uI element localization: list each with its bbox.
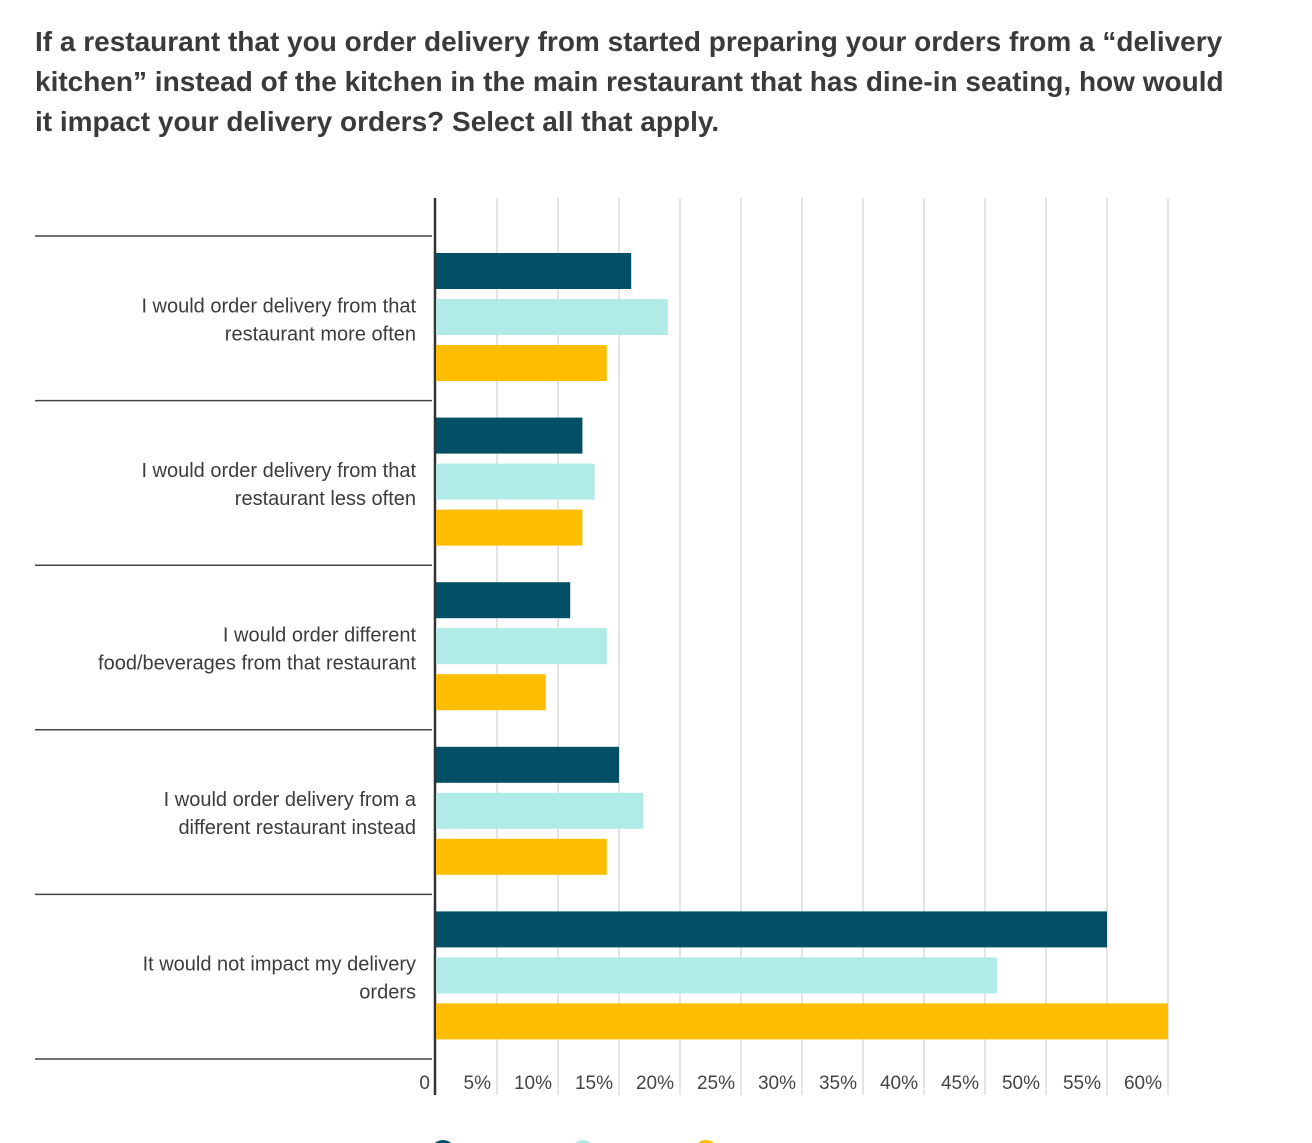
category-label: I would order different food/beverages fr… (98, 625, 416, 675)
bar (436, 838, 607, 875)
x-tick-label: 15% (575, 1073, 613, 1094)
x-tick-label: 0 (419, 1073, 430, 1094)
bar (436, 1003, 1168, 1040)
legend-marker (575, 1140, 591, 1143)
bar (436, 299, 668, 335)
legend-marker (435, 1140, 451, 1143)
x-tick-label: 35% (819, 1073, 857, 1094)
bar (436, 628, 607, 665)
bar (436, 345, 607, 381)
chart-title: If a restaurant that you order delivery … (35, 26, 1224, 137)
x-tick-label: 25% (697, 1073, 735, 1094)
bar (436, 509, 583, 546)
category-label: I would order delivery from a different r… (164, 789, 417, 839)
x-tick-label: 10% (514, 1073, 552, 1094)
x-tick-label: 40% (880, 1073, 918, 1094)
x-tick-label: 45% (941, 1073, 979, 1094)
bar (436, 746, 619, 783)
x-tick-label: 20% (636, 1073, 674, 1094)
bar (436, 911, 1107, 948)
x-tick-label: 30% (758, 1073, 796, 1094)
bar (436, 674, 546, 711)
bar (436, 957, 998, 994)
x-tick-label: 50% (1002, 1073, 1040, 1094)
bar (436, 582, 571, 619)
category-label: I would order delivery from that restaura… (141, 295, 416, 345)
category-label: I would order delivery from that restaura… (141, 460, 416, 510)
x-tick-label: 60% (1124, 1073, 1162, 1094)
bar (436, 463, 595, 500)
legend-marker (698, 1140, 714, 1143)
bar (436, 792, 644, 829)
x-tick-label: 55% (1063, 1073, 1101, 1094)
bar (436, 417, 583, 454)
bar (436, 253, 632, 289)
x-tick-label: 5% (464, 1073, 492, 1094)
category-label: It would not impact my delivery orders (143, 954, 416, 1004)
